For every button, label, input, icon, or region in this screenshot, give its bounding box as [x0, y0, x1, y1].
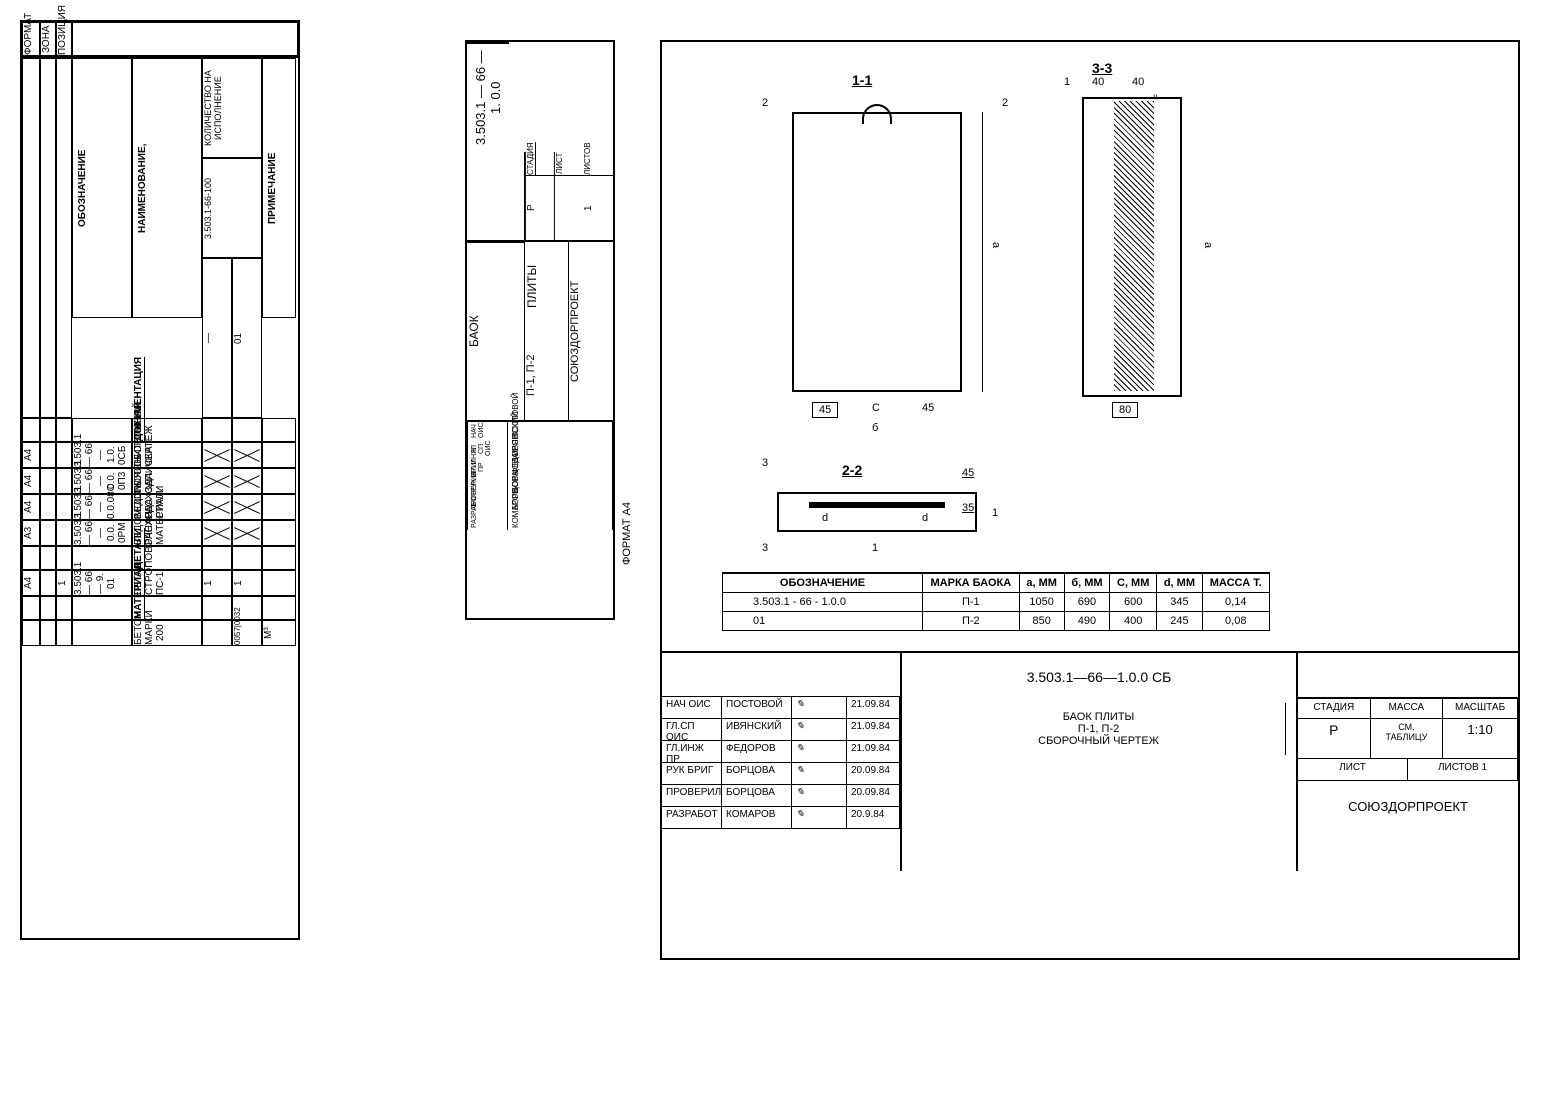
spec-hdr-marka: МАРКА БАОКА — [923, 573, 1020, 593]
hdr-oboznachenie: ОБОЗНАЧЕНИЕ — [72, 58, 132, 318]
spec-row: 3.503.1 - 66 - 1.0.0 П-1 1050 690 600 34… — [723, 593, 1270, 612]
hdr-zona: ЗОНА — [40, 22, 56, 56]
mb-format: ФОРМАТ А4 — [621, 502, 633, 565]
section-2-2-box — [777, 492, 977, 532]
right-drawing-panel: 1-1 2 45 С 45 б а 2 2-2 3 3 d d 1 45 35 … — [660, 40, 1520, 960]
title-block: НАЧ ОИСПОСТОВОЙ✎21.09.84 ГЛ.СП ОИСИВЯНСК… — [662, 651, 1518, 871]
section-1-1-label: 1-1 — [852, 72, 872, 88]
hdr-serija: 3.503.1-66-100 — [202, 158, 262, 258]
hdr-pozicija: ПОЗИЦИЯ — [56, 22, 72, 56]
tb-org: СОЮЗДОРПРОЕКТ — [1298, 781, 1518, 814]
spec-row: 01 П-2 850 490 400 245 0,08 — [723, 612, 1270, 631]
hdr-format: ФОРМАТ — [22, 22, 40, 56]
spec-hdr-a: а, ММ — [1019, 573, 1064, 593]
section-3-3-box: = — [1082, 97, 1182, 397]
spec-hdr-d: d, ММ — [1157, 573, 1203, 593]
section-2-2-label: 2-2 — [842, 462, 862, 478]
hdr-naimenovanie: НАИМЕНОВАНИЕ, — [132, 58, 202, 318]
section-3-3-label: 3-3 — [1092, 60, 1112, 76]
hdr-kolichestvo: КОЛИЧЕСТВО НА ИСПОЛНЕНИЕ — [202, 58, 262, 158]
spec-hdr-oboz: ОБОЗНАЧЕНИЕ — [723, 573, 923, 593]
tb-code: 3.503.1—66—1.0.0 СБ — [912, 669, 1286, 685]
section-1-1-box — [792, 112, 962, 392]
spec-hdr-c: С, ММ — [1110, 573, 1157, 593]
spec-hdr-b: б, ММ — [1064, 573, 1110, 593]
title-block-roles: НАЧ ОИСПОСТОВОЙ✎21.09.84 ГЛ.СП ОИСИВЯНСК… — [662, 653, 902, 871]
hdr-primechanie: ПРИМЕЧАНИЕ — [262, 58, 296, 318]
spec-hdr-massa: МАССА Т. — [1202, 573, 1269, 593]
drawing-area: 1-1 2 45 С 45 б а 2 2-2 3 3 d d 1 45 35 … — [662, 42, 1518, 572]
title-block-right: СТАДИЯ МАССА МАСШТАБ Р СМ. ТАБЛИЦУ 1:10 … — [1298, 653, 1518, 871]
title-block-center: 3.503.1—66—1.0.0 СБ БАОК ПЛИТЫ П-1, П-2 … — [902, 653, 1298, 871]
spec-table: ОБОЗНАЧЕНИЕ МАРКА БАОКА а, ММ б, ММ С, М… — [722, 572, 1270, 631]
middle-title-block: 3.503.1 — 66 — 1. 0.0 СТАДИЯ ЛИСТ ЛИСТОВ… — [465, 40, 615, 620]
left-spec-table: ФОРМАТ ЗОНА ПОЗИЦИЯ ОБОЗНАЧЕНИЕ НАИМЕНОВ… — [20, 20, 300, 940]
mb-code: 3.503.1 — 66 — 1. 0.0 — [467, 42, 509, 152]
